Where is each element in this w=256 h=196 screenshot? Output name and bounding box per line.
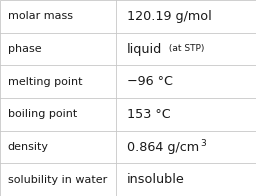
Text: −96 °C: −96 °C [127,75,173,88]
Text: (at STP): (at STP) [166,44,204,54]
Text: 153 °C: 153 °C [127,108,170,121]
Text: 120.19 g/mol: 120.19 g/mol [127,10,211,23]
Text: melting point: melting point [8,77,82,87]
Text: 0.864 g/cm: 0.864 g/cm [127,141,199,153]
Text: insoluble: insoluble [127,173,185,186]
Text: 3: 3 [200,139,206,148]
Text: liquid: liquid [127,43,162,55]
Text: boiling point: boiling point [8,109,77,119]
Text: density: density [8,142,49,152]
Text: solubility in water: solubility in water [8,175,107,185]
Text: phase: phase [8,44,41,54]
Text: molar mass: molar mass [8,11,73,21]
